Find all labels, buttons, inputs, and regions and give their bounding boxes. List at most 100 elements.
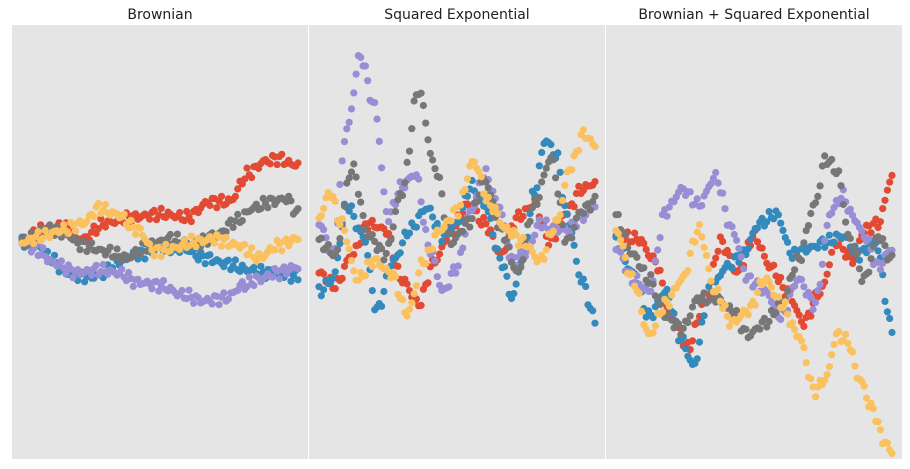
scatter-point [728,223,736,231]
scatter-point [705,265,713,273]
scatter-point [825,363,834,371]
scatter-point [424,136,432,144]
scatter-point [784,238,792,246]
scatter-point [886,178,894,186]
scatter-point [869,242,878,250]
scatter-point [92,261,100,269]
scatter-point [874,247,882,255]
scatter-point [347,105,356,113]
scatter-point [533,200,541,208]
scatter-point [57,257,65,265]
scatter-point [419,218,427,226]
scatter-point [394,262,402,270]
scatter-point [250,263,258,271]
scatter-point [811,298,820,307]
scatter-point [39,244,47,252]
scatter-point [354,190,362,198]
panel-title-brownian: Brownian [127,7,192,23]
scatter-point [445,229,453,237]
scatter-point [858,227,866,235]
scatter-point [744,311,752,319]
scatter-point [180,236,188,244]
scatter-point [869,405,878,413]
scatter-point [463,175,471,183]
scatter-point [886,314,894,323]
scatter-point [849,211,857,219]
scatter-point [563,210,571,218]
scatter-point [364,77,372,85]
scatter-point [264,204,272,212]
scatter-point [336,240,344,248]
scatter-point [735,258,743,266]
scatter-point [94,199,103,208]
scatter-point [779,304,787,312]
scatter-point [649,280,657,288]
scatter-point [426,149,434,158]
scatter-point [649,329,657,337]
scatter-point [549,227,557,235]
scatter-point [668,291,676,299]
scatter-point [459,227,467,236]
scatter-point [791,282,799,290]
scatter-point [491,203,499,211]
scatter-point [811,199,820,207]
scatter-point [331,197,339,205]
scatter-point [220,289,228,297]
scatter-point [343,125,351,133]
scatter-point [405,147,414,155]
scatter-point [621,253,629,262]
scatter-point [433,273,441,281]
scatter-point [148,285,156,293]
scatter-point [760,252,769,260]
scatter-point [426,204,434,212]
scatter-point [684,267,692,275]
scatter-point [700,243,708,252]
scatter-point [380,188,388,196]
scatter-point [241,240,249,249]
scatter-point [846,205,854,213]
scatter-point [874,223,882,232]
scatter-point [556,211,564,219]
scatter-point [433,219,441,228]
scatter-point [422,260,430,268]
scatter-point [405,305,414,313]
scatter-point [570,241,578,249]
scatter-point [663,212,671,220]
scatter-point [238,217,246,225]
scatter-point [415,269,423,277]
scatter-point [842,330,850,338]
scatter-point [62,269,70,277]
scatter-point [807,312,815,320]
scatter-point [746,235,755,244]
scatter-point [81,278,89,286]
scatter-point [579,186,588,194]
scatter-point [814,287,822,295]
scatter-point [800,283,808,291]
scatter-point [640,239,648,247]
scatter-point [617,248,625,256]
scatter-point [686,188,694,196]
scatter-point [572,214,581,222]
scatter-point [454,262,462,270]
scatter-point [698,201,706,210]
scatter-point [185,286,193,294]
scatter-point [76,246,84,254]
scatter-point [287,197,295,205]
scatter-point [862,394,871,402]
scatter-point [512,231,520,239]
scatter-point [445,283,453,291]
scatter-point [118,265,126,273]
scatter-point [656,266,664,274]
scatter-point [591,319,599,327]
scatter-point [642,245,650,254]
scatter-point [700,312,708,320]
scatter-point [278,150,286,158]
scatter-point [352,173,360,181]
scatter-point [540,255,548,263]
scatter-point [424,279,432,287]
scatter-point [480,213,488,222]
scatter-point [855,265,864,273]
scatter-point [241,175,249,183]
panel-squared-exponential: Squared Exponential [309,7,605,459]
scatter-point [166,230,174,239]
